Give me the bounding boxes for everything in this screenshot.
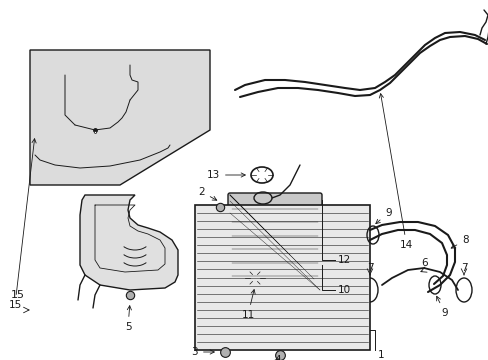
Text: 9: 9: [375, 208, 391, 224]
Text: 1: 1: [377, 350, 384, 360]
Text: 14: 14: [379, 94, 412, 250]
Text: 11: 11: [241, 289, 255, 320]
Text: 9: 9: [436, 296, 447, 318]
Bar: [195, 205, 369, 350]
Text: 15: 15: [8, 139, 36, 310]
Polygon shape: [80, 195, 178, 290]
Text: 6: 6: [421, 258, 427, 268]
Text: 7: 7: [460, 263, 467, 273]
Text: 10: 10: [337, 285, 350, 295]
Text: 7: 7: [366, 263, 372, 273]
Text: 13: 13: [206, 170, 245, 180]
Polygon shape: [30, 50, 209, 185]
Text: 12: 12: [337, 255, 350, 265]
Text: 2: 2: [198, 187, 216, 200]
Text: 8: 8: [450, 235, 468, 248]
Text: 3: 3: [191, 347, 214, 357]
FancyBboxPatch shape: [227, 193, 321, 292]
Text: 5: 5: [124, 306, 131, 332]
Text: 15: 15: [11, 290, 25, 300]
Text: 4: 4: [274, 355, 281, 360]
